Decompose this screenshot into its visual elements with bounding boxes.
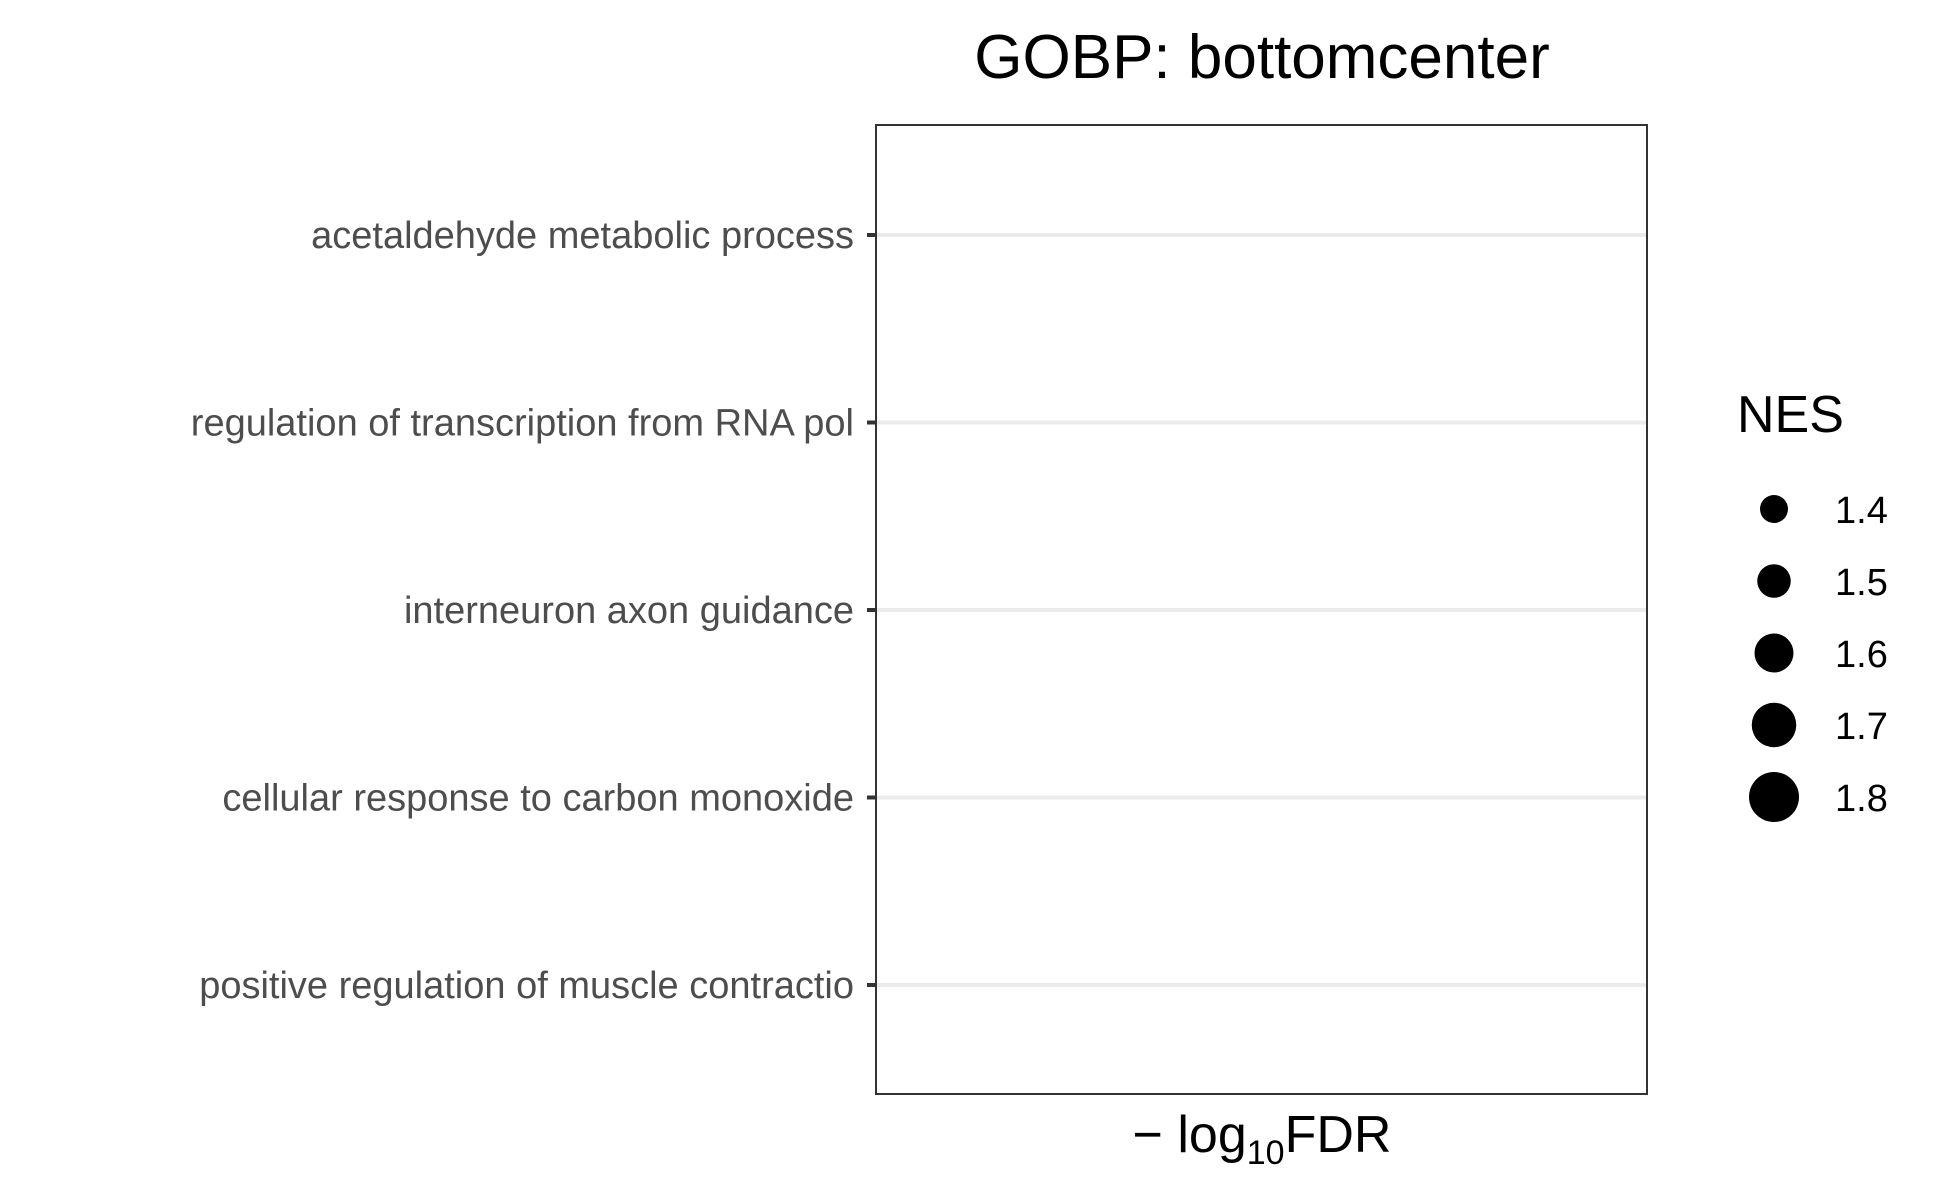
legend-entry-label: 1.7	[1835, 706, 1888, 748]
x-axis-label: − log10FDR	[1133, 1106, 1392, 1172]
legend-entry-label: 1.8	[1835, 778, 1888, 820]
legend-key-circle	[1749, 772, 1799, 822]
legend-key-circle	[1754, 633, 1794, 673]
legend-key-circle	[1751, 702, 1797, 748]
legend-entry-label: 1.4	[1835, 490, 1888, 532]
legend-title: NES	[1737, 386, 1844, 444]
y-tick-label: acetaldehyde metabolic process	[311, 215, 854, 257]
x-axis-label-prefix: − log	[1133, 1106, 1247, 1164]
x-axis-label-subscript: 10	[1247, 1134, 1285, 1172]
gridlines	[876, 233, 1647, 987]
legend: NES 1.4 1.5 1.6 1.7 1.8	[1737, 386, 1888, 822]
x-axis-label-suffix: FDR	[1285, 1106, 1392, 1164]
y-tick-label: interneuron axon guidance	[404, 590, 854, 632]
legend-key-circle	[1760, 495, 1788, 523]
plot-panel	[875, 124, 1648, 1095]
y-tick-label: regulation of transcription from RNA pol	[191, 403, 854, 445]
y-axis-tick-labels: acetaldehyde metabolic process regulation…	[191, 215, 854, 1007]
legend-entry-label: 1.5	[1835, 562, 1888, 604]
legend-entry-label: 1.6	[1835, 634, 1888, 676]
chart-title: GOBP: bottomcenter	[974, 23, 1549, 92]
y-tick-label: cellular response to carbon monoxide	[222, 778, 854, 820]
legend-key-circle	[1757, 564, 1791, 598]
legend-entries: 1.4 1.5 1.6 1.7 1.8	[1749, 490, 1888, 822]
y-tick-label: positive regulation of muscle contractio	[199, 965, 854, 1007]
y-axis-ticks	[867, 233, 876, 987]
